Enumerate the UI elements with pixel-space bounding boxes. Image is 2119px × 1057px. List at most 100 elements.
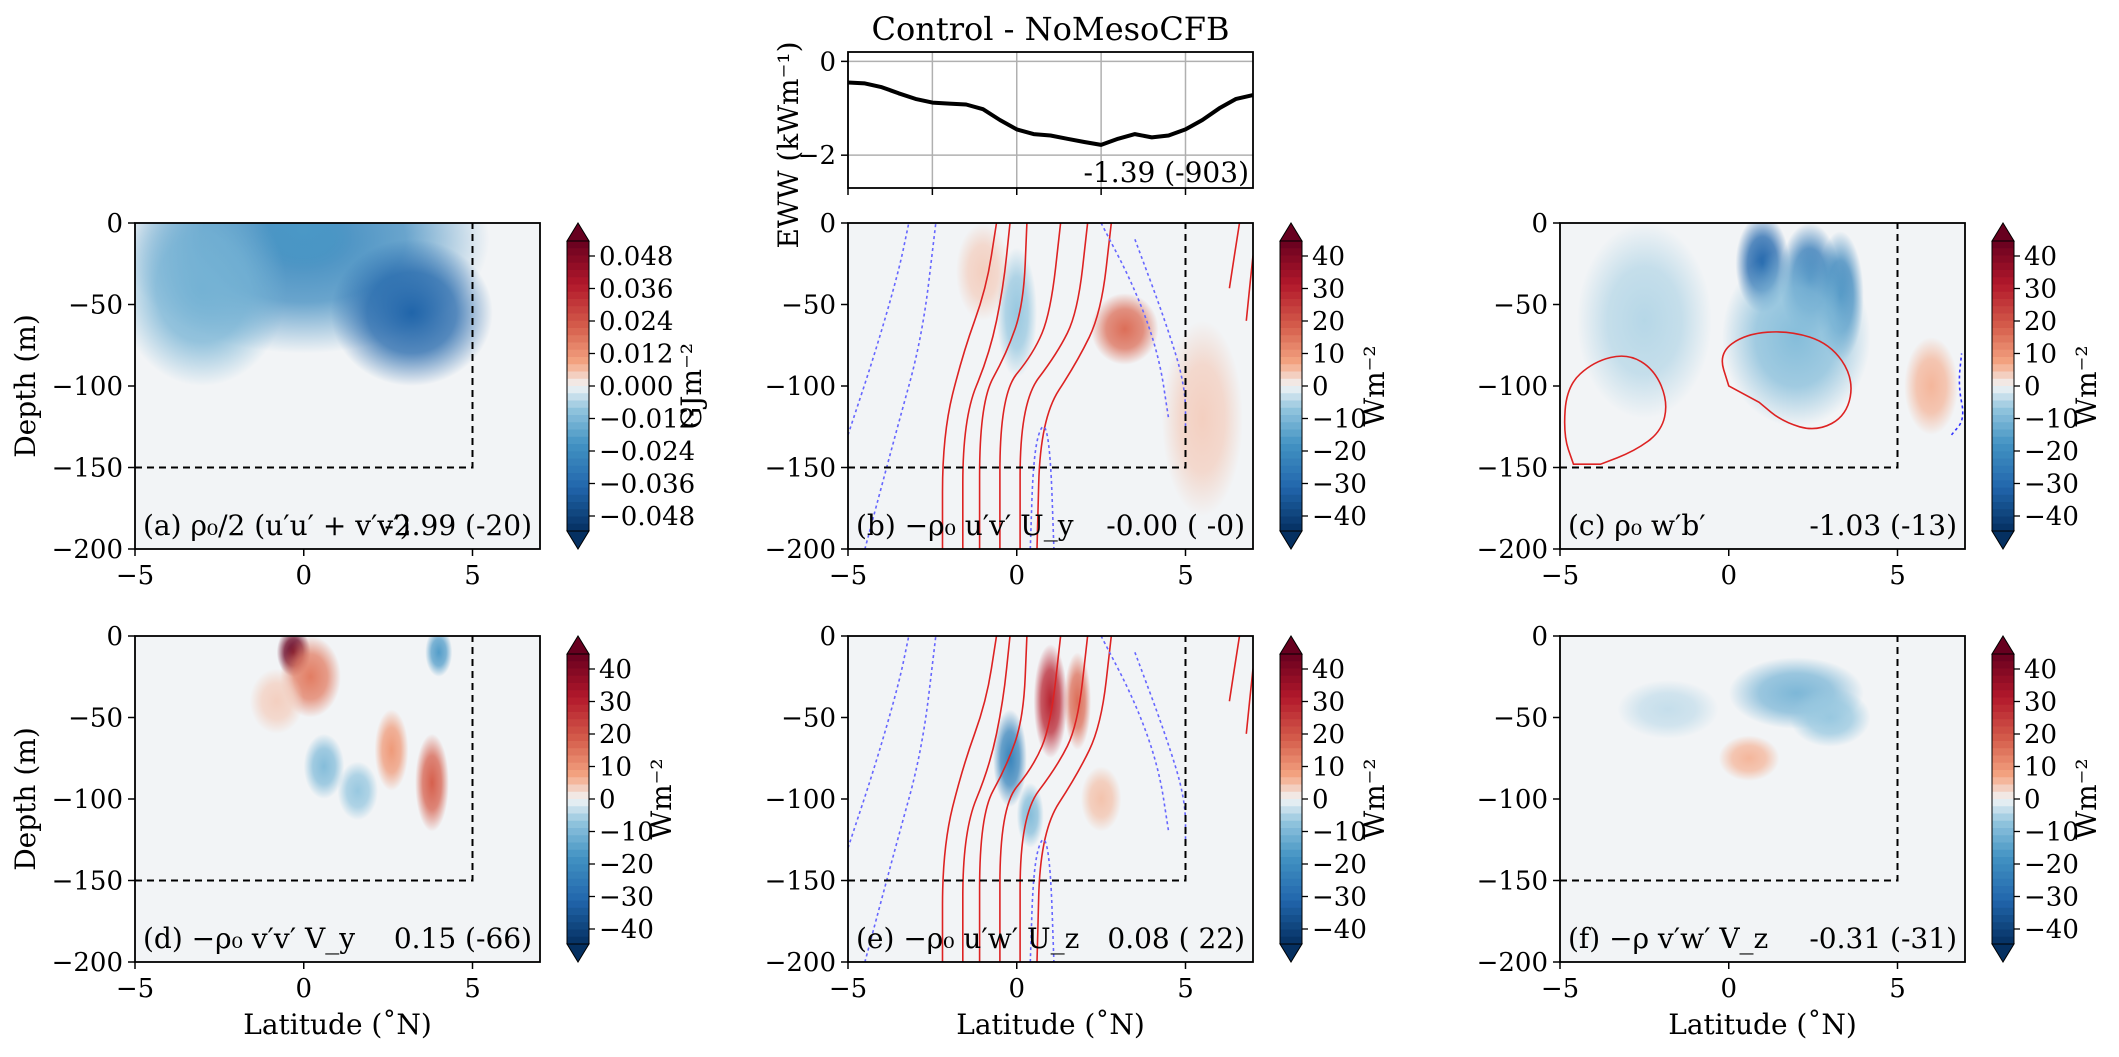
panel-d-ytick-label: −50 bbox=[68, 704, 123, 734]
colorbar-extend-max bbox=[566, 635, 590, 655]
colorbar-segment bbox=[567, 502, 589, 510]
panel-b-ytick-label: −150 bbox=[765, 454, 836, 484]
colorbar-segment bbox=[1992, 480, 2014, 489]
colorbar-segment bbox=[1280, 422, 1302, 431]
colorbar-segment bbox=[567, 813, 589, 822]
colorbar-extend-max bbox=[1991, 222, 2015, 242]
colorbar-tick-label: 0 bbox=[2024, 372, 2041, 402]
panel-b-contour bbox=[1029, 425, 1055, 549]
colorbar-segment bbox=[1280, 733, 1302, 742]
colorbar-segment bbox=[567, 799, 589, 807]
panel-e-ytick-label: −150 bbox=[765, 867, 836, 897]
panel-b-contour bbox=[1100, 223, 1170, 419]
colorbar-segment bbox=[1280, 429, 1302, 438]
colorbar-segment bbox=[567, 697, 589, 706]
colorbar-segment bbox=[1280, 741, 1302, 749]
colorbar-tick-label: 20 bbox=[2024, 720, 2057, 750]
panel-c-xtick-label: 0 bbox=[1720, 561, 1737, 591]
panel-d-ytick-label: −100 bbox=[52, 785, 123, 815]
colorbar-segment bbox=[1992, 857, 2014, 865]
colorbar-segment bbox=[1280, 436, 1302, 445]
colorbar-segment bbox=[1280, 777, 1302, 786]
colorbar-segment bbox=[1992, 429, 2014, 438]
colorbar-segment bbox=[567, 704, 589, 713]
colorbar-tick-label: −40 bbox=[1312, 915, 1367, 945]
colorbar-extend-max bbox=[1279, 635, 1303, 655]
colorbar-tick-label: 20 bbox=[1312, 720, 1345, 750]
panel-b-contour bbox=[1134, 239, 1187, 435]
panel-d-ytick-label: −200 bbox=[52, 948, 123, 978]
colorbar-segment bbox=[1280, 755, 1302, 764]
colorbar-segment bbox=[1992, 893, 2014, 902]
colorbar-segment bbox=[567, 465, 589, 474]
colorbar-tick-label: −10 bbox=[2024, 405, 2079, 435]
colorbar-tick-label: 10 bbox=[1312, 340, 1345, 370]
panel-a-value: -2.99 (-20) bbox=[384, 509, 532, 542]
panel-e-contour bbox=[978, 636, 1028, 962]
colorbar-tick-label: 40 bbox=[599, 655, 632, 685]
panel-e-xlabel: Latitude (˚N) bbox=[956, 1008, 1145, 1041]
colorbar-segment bbox=[1992, 842, 2014, 851]
colorbar-segment bbox=[1280, 871, 1302, 880]
panel-a-region-box bbox=[135, 223, 474, 469]
colorbar-segment bbox=[1992, 900, 2014, 909]
colorbar-segment bbox=[567, 473, 589, 481]
colorbar-tick-label: 10 bbox=[1312, 753, 1345, 783]
panel-f-xlabel: Latitude (˚N) bbox=[1668, 1008, 1857, 1041]
panel-b-contour bbox=[961, 223, 1011, 549]
panel-a-ytick-label: −100 bbox=[52, 372, 123, 402]
panel-e-ytick-label: −200 bbox=[765, 948, 836, 978]
colorbar-segment bbox=[1280, 378, 1302, 387]
colorbar-segment bbox=[567, 255, 589, 264]
panel-f-label: (f) −ρ v′w′ V_z bbox=[1568, 922, 1768, 955]
colorbar-segment bbox=[567, 871, 589, 880]
colorbar-segment bbox=[1280, 900, 1302, 909]
colorbar-segment bbox=[1280, 255, 1302, 264]
colorbar-segment bbox=[1992, 400, 2014, 409]
colorbar-tick-label: −30 bbox=[2024, 470, 2079, 500]
colorbar-segment bbox=[1992, 849, 2014, 858]
colorbar-segment bbox=[567, 929, 589, 938]
panel-a-field bbox=[135, 223, 540, 549]
colorbar-segment bbox=[1992, 835, 2014, 844]
panel-e-contour bbox=[1245, 668, 1253, 734]
colorbar-segment bbox=[1992, 697, 2014, 706]
colorbar-segment bbox=[567, 400, 589, 409]
colorbar-label: Wm⁻² bbox=[2070, 758, 2103, 839]
colorbar-segment bbox=[567, 436, 589, 445]
colorbar-segment bbox=[1280, 415, 1302, 423]
colorbar-segment bbox=[1992, 820, 2014, 829]
colorbar-segment bbox=[1992, 886, 2014, 894]
panel-a-label: (a) ρ₀/2 (u′u′ + v′v′) bbox=[143, 509, 411, 542]
panel-d-anomaly bbox=[249, 668, 304, 734]
colorbar-segment bbox=[567, 328, 589, 336]
panel-b-ytick-label: −100 bbox=[765, 372, 836, 402]
colorbar-segment bbox=[567, 733, 589, 742]
colorbar-segment bbox=[567, 291, 589, 300]
colorbar-tick-label: −20 bbox=[599, 850, 654, 880]
colorbar-tick-label: 0.036 bbox=[599, 275, 673, 305]
colorbar-segment bbox=[1992, 690, 2014, 699]
colorbar-segment bbox=[1280, 357, 1302, 365]
colorbar-tick-label: −0.012 bbox=[599, 405, 695, 435]
panel-e-anomaly bbox=[1016, 782, 1044, 848]
panel-c-label: (c) ρ₀ w′b′ bbox=[1568, 509, 1706, 542]
colorbar-segment bbox=[567, 429, 589, 438]
colorbar-segment bbox=[567, 241, 589, 249]
colorbar-segment bbox=[567, 306, 589, 315]
colorbar-tick-label: −10 bbox=[599, 818, 654, 848]
colorbar-tick-label: −20 bbox=[2024, 850, 2079, 880]
colorbar-tick-label: 20 bbox=[1312, 307, 1345, 337]
colorbar-segment bbox=[1280, 494, 1302, 503]
colorbar-segment bbox=[1992, 451, 2014, 460]
colorbar-segment bbox=[567, 835, 589, 844]
colorbar-segment bbox=[1992, 922, 2014, 931]
colorbar-segment bbox=[567, 828, 589, 836]
colorbar-segment bbox=[1992, 284, 2014, 293]
colorbar-segment bbox=[567, 820, 589, 829]
colorbar-segment bbox=[1992, 770, 2014, 778]
